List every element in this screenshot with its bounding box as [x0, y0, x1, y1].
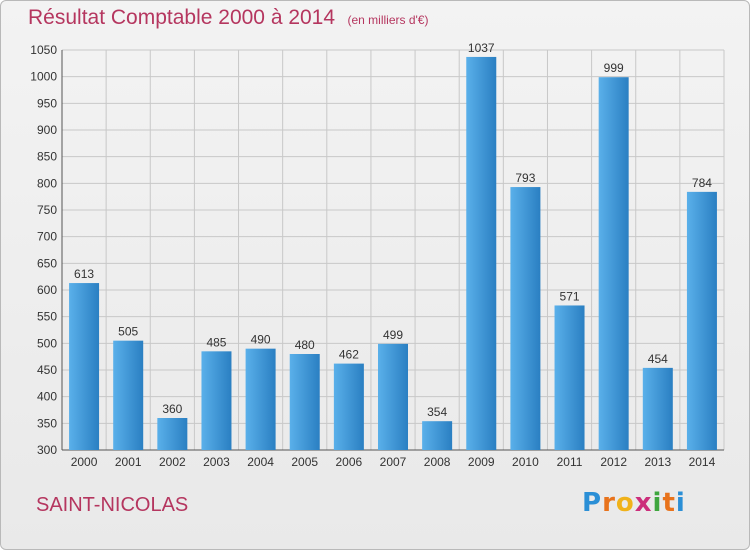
y-tick-label: 550	[37, 310, 57, 324]
x-tick-label: 2011	[557, 455, 583, 469]
y-tick-label: 950	[37, 96, 57, 110]
x-tick-label: 2003	[203, 455, 230, 469]
x-tick-label: 2013	[644, 455, 671, 469]
x-tick-label: 2002	[159, 455, 186, 469]
bar-2010	[510, 187, 541, 451]
x-tick-label: 2000	[71, 455, 98, 469]
value-label: 462	[339, 348, 359, 362]
y-tick-label: 650	[37, 256, 57, 270]
bars	[69, 56, 717, 451]
value-label: 490	[251, 333, 271, 347]
chart-title-block: Résultat Comptable 2000 à 2014 (en milli…	[28, 6, 428, 30]
bar-2012	[598, 77, 629, 450]
x-tick-label: 2006	[336, 455, 363, 469]
bar-2006	[333, 363, 364, 450]
y-tick-label: 700	[37, 230, 57, 244]
x-tick-label: 2001	[115, 455, 142, 469]
value-label: 613	[74, 267, 94, 281]
bar-2002	[157, 418, 188, 450]
y-tick-label: 1050	[30, 43, 57, 57]
x-tick-label: 2012	[600, 455, 627, 469]
value-label: 360	[162, 402, 182, 416]
proxiti-logo: Proxiti	[582, 488, 686, 518]
value-label: 480	[295, 338, 315, 352]
x-tick-label: 2010	[512, 455, 539, 469]
value-label: 499	[383, 328, 403, 342]
labels: 300 350 400 450 500 550 600 650 700 750 800 850 900 9…	[30, 41, 715, 469]
value-label: 454	[648, 352, 668, 366]
bar-2013	[642, 367, 673, 450]
bar-2005	[289, 354, 320, 450]
bar-2014	[686, 191, 717, 450]
bar-2004	[245, 348, 276, 450]
value-label: 793	[515, 171, 535, 185]
logo-letter: i	[675, 488, 686, 518]
value-label: 354	[427, 405, 447, 419]
y-tick-label: 800	[37, 176, 57, 190]
y-tick-label: 400	[37, 390, 57, 404]
bar-2011	[554, 305, 585, 450]
value-label: 999	[604, 61, 624, 75]
bar-2009	[466, 56, 497, 450]
logo-letter: P	[582, 488, 603, 518]
x-tick-label: 2009	[468, 455, 495, 469]
bar-2000	[69, 283, 100, 450]
y-tick-label: 1000	[30, 70, 57, 84]
chart-title: Résultat Comptable 2000 à 2014	[28, 6, 336, 29]
x-tick-label: 2005	[291, 455, 318, 469]
bar-2007	[378, 343, 408, 450]
y-tick-label: 850	[37, 150, 57, 164]
x-tick-label: 2014	[689, 455, 716, 469]
y-tick-label: 450	[37, 363, 57, 377]
logo-letter: x	[634, 488, 653, 518]
y-tick-label: 300	[37, 443, 57, 457]
bar-2008	[422, 421, 453, 450]
logo-letter: o	[615, 488, 635, 518]
bar-2003	[201, 351, 232, 450]
value-label: 485	[206, 335, 226, 349]
value-label: 784	[692, 176, 712, 190]
y-tick-label: 500	[37, 336, 57, 350]
value-label: 505	[118, 325, 138, 339]
value-label: 571	[560, 289, 580, 303]
value-label: 1037	[468, 41, 495, 55]
commune-name: SAINT-NICOLAS	[36, 494, 189, 516]
x-tick-label: 2008	[424, 455, 451, 469]
y-tick-label: 900	[37, 123, 57, 137]
x-tick-label: 2007	[380, 455, 407, 469]
logo-letter: i	[652, 488, 663, 518]
y-tick-label: 600	[37, 283, 57, 297]
chart-subtitle: (en milliers d'€)	[347, 13, 429, 27]
y-tick-label: 750	[37, 203, 57, 217]
bar-2001	[113, 340, 144, 450]
logo-letter: r	[602, 488, 616, 518]
y-tick-label: 350	[37, 416, 57, 430]
logo-letter: t	[662, 488, 676, 518]
x-tick-label: 2004	[247, 455, 274, 469]
